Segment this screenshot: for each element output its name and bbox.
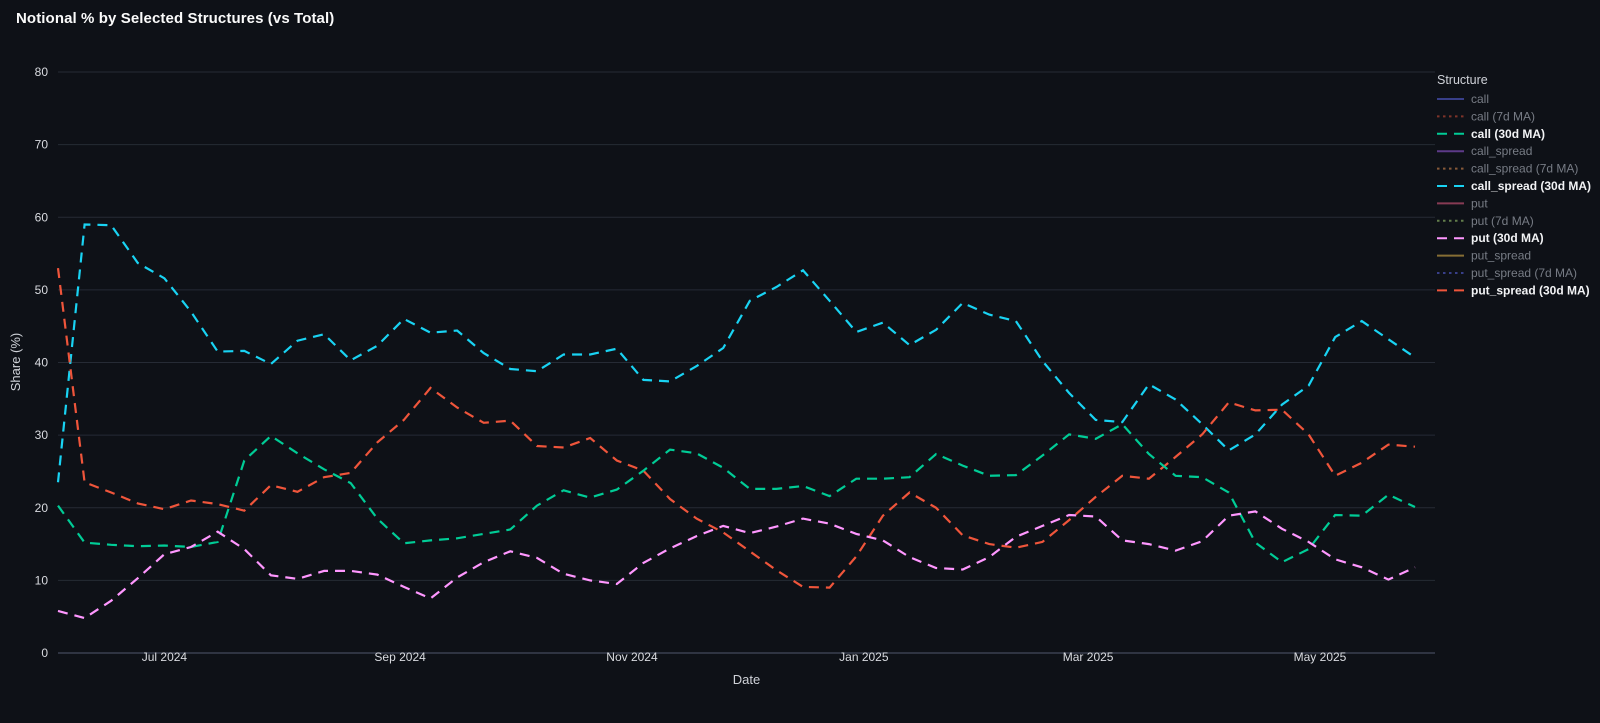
legend-item-label: put (30d MA) (1471, 231, 1544, 245)
y-tick-label: 80 (35, 65, 49, 79)
legend-item-call-7d-ma-[interactable]: call (7d MA) (1437, 109, 1535, 123)
series-line-call-spread-30d-ma- (56, 223, 1416, 483)
x-axis-title: Date (733, 672, 760, 687)
legend-item-label: put_spread (30d MA) (1471, 283, 1590, 297)
y-tick-label: 0 (41, 646, 48, 660)
legend-item-label: call (1471, 92, 1489, 106)
legend-item-label: call_spread (7d MA) (1471, 162, 1578, 176)
plot-area[interactable] (58, 72, 1435, 653)
chart-title: Notional % by Selected Structures (vs To… (16, 10, 335, 27)
legend-item-call-spread[interactable]: call_spread (1437, 144, 1532, 158)
y-tick-label: 10 (35, 573, 49, 587)
legend-item-call[interactable]: call (1437, 92, 1489, 106)
x-tick-label: Jan 2025 (839, 650, 889, 664)
y-tick-label: 20 (35, 501, 49, 515)
y-axis-title: Share (%) (8, 333, 23, 392)
legend-item-label: put_spread (7d MA) (1471, 266, 1577, 280)
x-tick-label: Sep 2024 (374, 650, 426, 664)
legend-item-put[interactable]: put (1437, 196, 1488, 210)
legend-item-label: put (7d MA) (1471, 214, 1534, 228)
x-tick-label: Jul 2024 (142, 650, 188, 664)
legend-item-put-spread-7d-ma-[interactable]: put_spread (7d MA) (1437, 266, 1577, 280)
x-tick-label: Mar 2025 (1063, 650, 1114, 664)
legend-item-call-spread-7d-ma-[interactable]: call_spread (7d MA) (1437, 162, 1578, 176)
y-tick-label: 30 (35, 428, 49, 442)
legend-item-label: put (1471, 196, 1488, 210)
legend-item-label: call (7d MA) (1471, 109, 1535, 123)
legend-item-put-30d-ma-[interactable]: put (30d MA) (1437, 231, 1544, 245)
legend-item-put-spread[interactable]: put_spread (1437, 249, 1531, 263)
series-line-put-spread-30d-ma- (56, 267, 1416, 589)
legend-item-label: call_spread (1471, 144, 1532, 158)
y-tick-label: 70 (35, 138, 49, 152)
series-line-put-30d-ma- (57, 510, 1416, 620)
legend-item-label: put_spread (1471, 249, 1531, 263)
y-tick-label: 40 (35, 356, 49, 370)
legend-item-label: call (30d MA) (1471, 127, 1545, 141)
legend-item-call-30d-ma-[interactable]: call (30d MA) (1437, 127, 1545, 141)
legend-item-label: call_spread (30d MA) (1471, 179, 1591, 193)
legend-item-put-spread-30d-ma-[interactable]: put_spread (30d MA) (1437, 283, 1590, 297)
legend-item-call-spread-30d-ma-[interactable]: call_spread (30d MA) (1437, 179, 1591, 193)
y-tick-label: 60 (35, 210, 49, 224)
legend-item-put-7d-ma-[interactable]: put (7d MA) (1437, 214, 1534, 228)
x-tick-label: May 2025 (1294, 650, 1347, 664)
y-tick-label: 50 (35, 283, 49, 297)
legend-title: Structure (1437, 73, 1488, 87)
x-tick-label: Nov 2024 (606, 650, 658, 664)
